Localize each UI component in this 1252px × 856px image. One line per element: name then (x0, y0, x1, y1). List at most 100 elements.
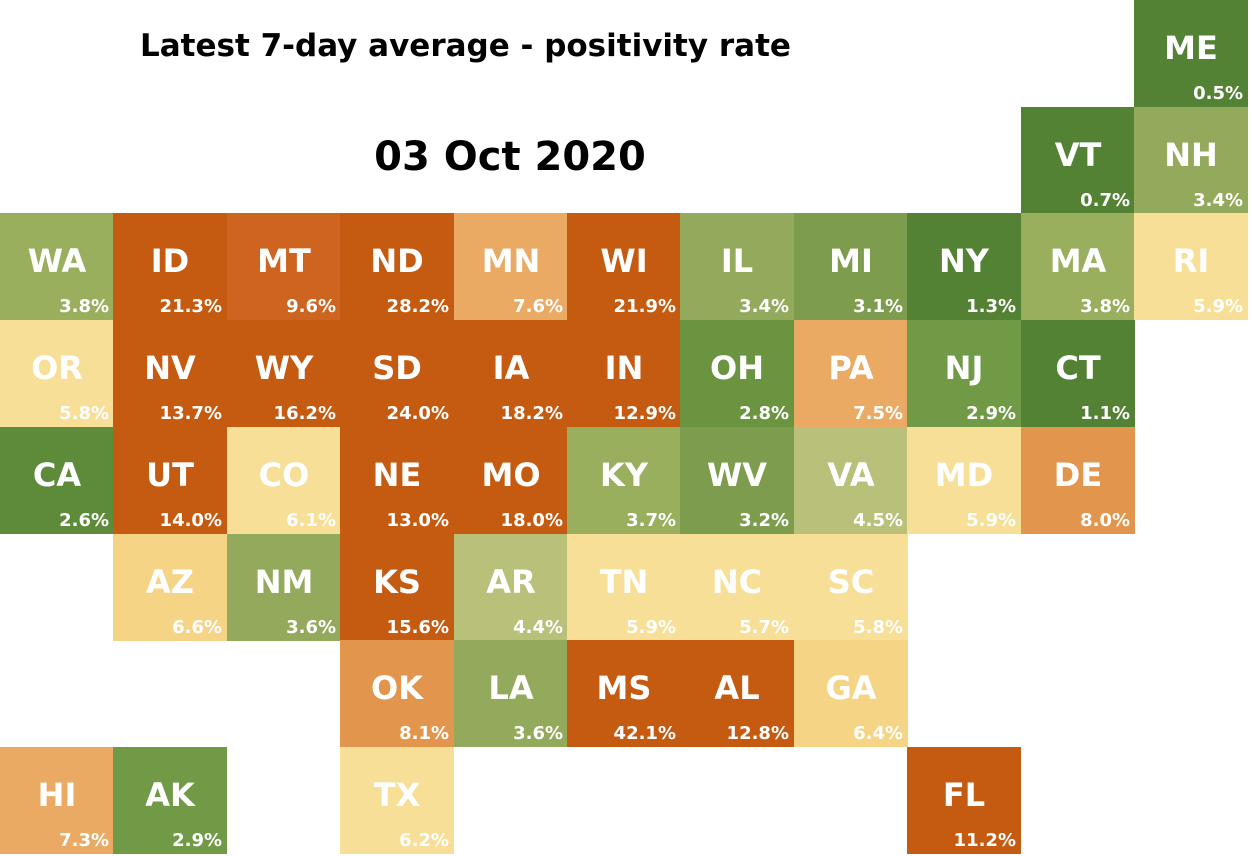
state-tile-ma: MA 3.8% (1021, 213, 1135, 320)
state-tile-mt: MT 9.6% (227, 213, 341, 320)
state-value: 9.6% (286, 296, 336, 317)
state-tile-ar: AR 4.4% (454, 534, 568, 641)
state-abbr: SD (372, 349, 422, 387)
state-value: 6.4% (853, 723, 903, 744)
state-tile-ms: MS 42.1% (567, 640, 681, 747)
state-tile-ks: KS 15.6% (340, 534, 454, 641)
state-abbr: NC (711, 563, 763, 601)
state-tile-ri: RI 5.9% (1134, 213, 1248, 320)
state-value: 3.4% (1193, 190, 1243, 211)
state-tile-fl: FL 11.2% (907, 747, 1021, 854)
state-abbr: MA (1049, 242, 1107, 280)
state-abbr: RI (1172, 242, 1210, 280)
state-tile-nc: NC 5.7% (680, 534, 794, 641)
state-tile-nj: NJ 2.9% (907, 320, 1021, 427)
state-tile-or: OR 5.8% (0, 320, 114, 427)
state-tile-ga: GA 6.4% (794, 640, 908, 747)
state-abbr: MI (829, 242, 873, 280)
state-value: 13.7% (159, 403, 222, 424)
state-abbr: NY (939, 242, 989, 280)
state-tile-in: IN 12.9% (567, 320, 681, 427)
state-value: 5.7% (739, 617, 789, 638)
state-tile-co: CO 6.1% (227, 427, 341, 534)
state-value: 1.3% (966, 296, 1016, 317)
state-abbr: UT (146, 456, 194, 494)
state-tile-mi: MI 3.1% (794, 213, 908, 320)
state-tile-de: DE 8.0% (1021, 427, 1135, 534)
state-value: 12.8% (726, 723, 789, 744)
state-value: 7.3% (59, 830, 109, 851)
state-value: 6.6% (172, 617, 222, 638)
state-tile-wi: WI 21.9% (567, 213, 681, 320)
state-abbr: SC (827, 563, 875, 601)
state-value: 21.9% (613, 296, 676, 317)
state-value: 28.2% (386, 296, 449, 317)
state-abbr: OH (710, 349, 764, 387)
state-value: 2.8% (739, 403, 789, 424)
state-abbr: LA (488, 669, 534, 707)
state-abbr: WI (600, 242, 648, 280)
state-abbr: AK (145, 776, 195, 814)
state-abbr: NH (1164, 136, 1218, 174)
state-tile-ny: NY 1.3% (907, 213, 1021, 320)
state-abbr: IN (604, 349, 644, 387)
state-abbr: NV (144, 349, 196, 387)
state-value: 4.4% (513, 617, 563, 638)
state-tile-va: VA 4.5% (794, 427, 908, 534)
state-abbr: OK (371, 669, 423, 707)
state-value: 15.6% (386, 617, 449, 638)
state-value: 0.5% (1193, 83, 1243, 104)
state-tile-ca: CA 2.6% (0, 427, 114, 534)
state-abbr: VT (1054, 136, 1102, 174)
state-value: 1.1% (1080, 403, 1130, 424)
state-tile-ne: NE 13.0% (340, 427, 454, 534)
state-tile-nv: NV 13.7% (113, 320, 227, 427)
state-value: 2.6% (59, 510, 109, 531)
state-value: 2.9% (172, 830, 222, 851)
state-value: 5.9% (1193, 296, 1243, 317)
state-value: 3.8% (1080, 296, 1130, 317)
state-value: 8.0% (1080, 510, 1130, 531)
state-abbr: WY (254, 349, 314, 387)
state-value: 4.5% (853, 510, 903, 531)
state-abbr: CT (1055, 349, 1101, 387)
state-abbr: DE (1053, 456, 1103, 494)
state-value: 5.9% (966, 510, 1016, 531)
state-value: 24.0% (386, 403, 449, 424)
state-tile-ky: KY 3.7% (567, 427, 681, 534)
state-tile-hi: HI 7.3% (0, 747, 114, 854)
state-value: 3.6% (286, 617, 336, 638)
state-value: 7.5% (853, 403, 903, 424)
state-value: 3.4% (739, 296, 789, 317)
state-tile-al: AL 12.8% (680, 640, 794, 747)
state-value: 8.1% (399, 723, 449, 744)
state-abbr: WA (27, 242, 87, 280)
state-value: 7.6% (513, 296, 563, 317)
state-abbr: KS (373, 563, 421, 601)
state-abbr: TX (373, 776, 421, 814)
state-tile-nd: ND 28.2% (340, 213, 454, 320)
state-tile-nm: NM 3.6% (227, 534, 341, 641)
state-abbr: GA (825, 669, 877, 707)
state-abbr: NE (372, 456, 422, 494)
state-abbr: ND (370, 242, 424, 280)
state-value: 0.7% (1080, 190, 1130, 211)
state-tile-wv: WV 3.2% (680, 427, 794, 534)
state-value: 5.8% (853, 617, 903, 638)
state-tile-ut: UT 14.0% (113, 427, 227, 534)
state-value: 3.6% (513, 723, 563, 744)
state-abbr: PA (828, 349, 874, 387)
state-tile-az: AZ 6.6% (113, 534, 227, 641)
state-value: 3.1% (853, 296, 903, 317)
state-value: 3.2% (739, 510, 789, 531)
state-abbr: MN (481, 242, 541, 280)
state-tile-sc: SC 5.8% (794, 534, 908, 641)
state-abbr: MT (257, 242, 311, 280)
state-tile-ct: CT 1.1% (1021, 320, 1135, 427)
state-abbr: WV (706, 456, 768, 494)
state-tile-ia: IA 18.2% (454, 320, 568, 427)
state-tile-tx: TX 6.2% (340, 747, 454, 854)
map-date: 03 Oct 2020 (374, 134, 646, 180)
state-tile-tn: TN 5.9% (567, 534, 681, 641)
